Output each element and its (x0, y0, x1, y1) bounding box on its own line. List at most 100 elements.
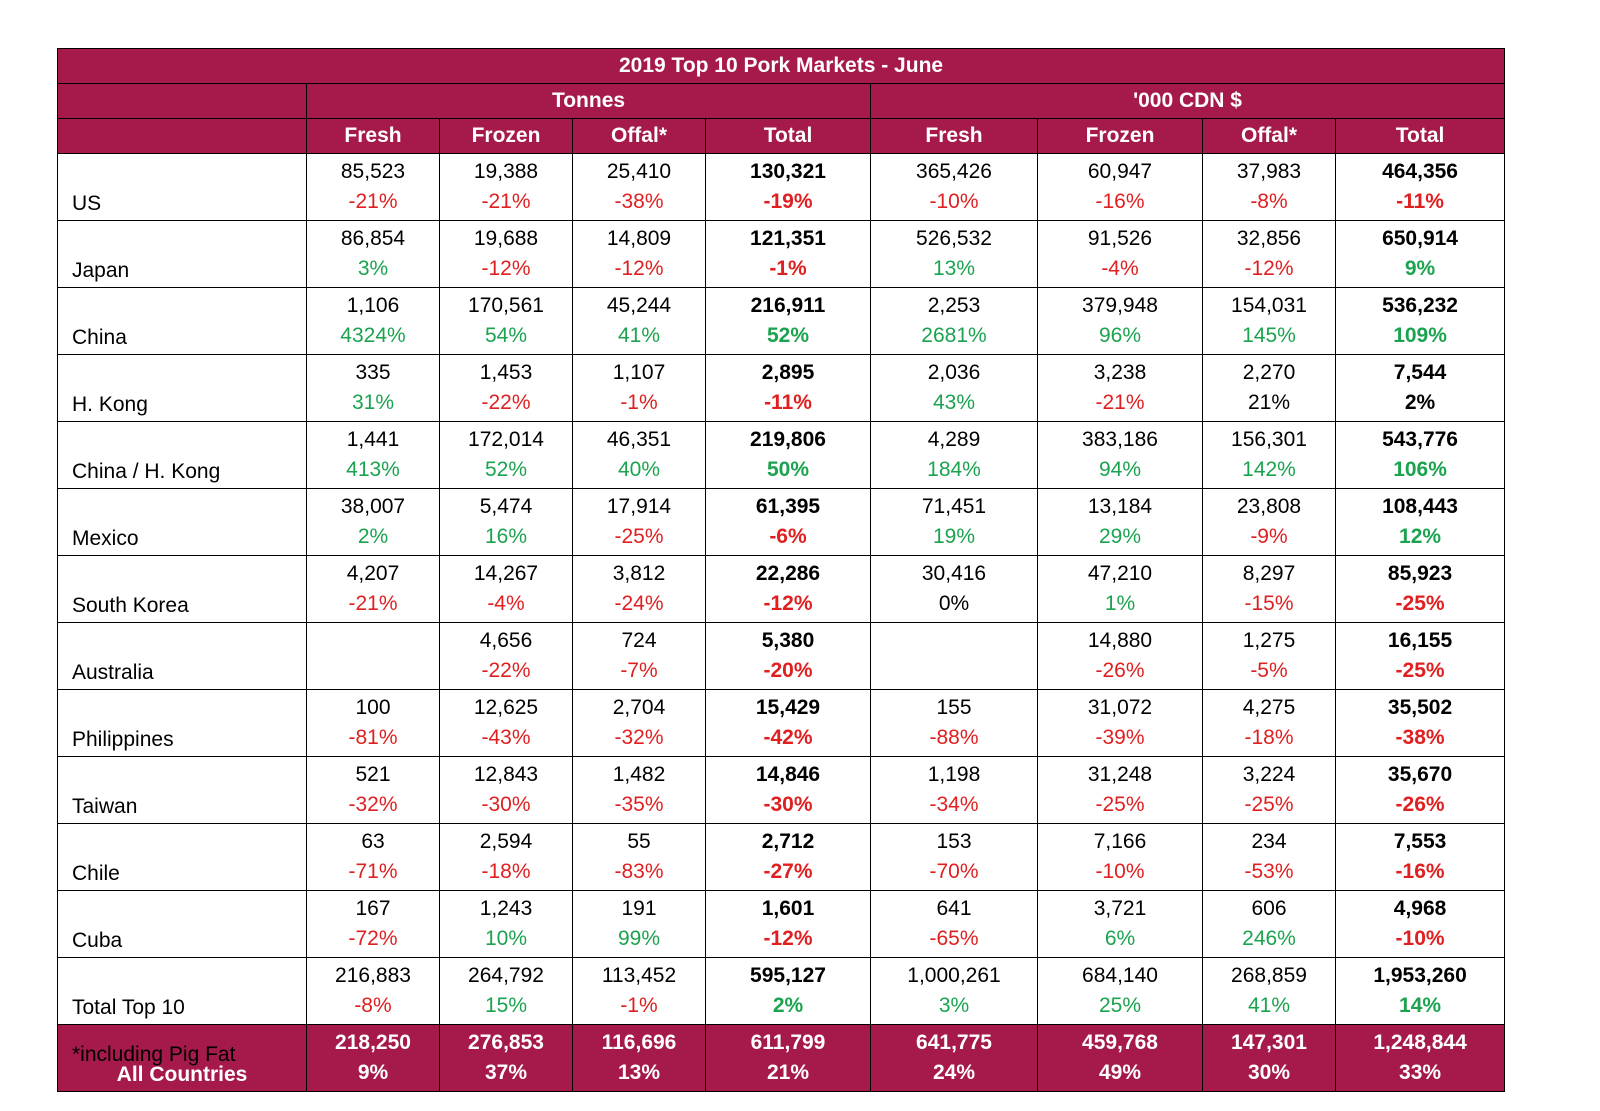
data-cell: 32,856 -12% (1202, 220, 1336, 288)
data-cell: 611,799 21% (705, 1024, 871, 1092)
country-name: All Countries (57, 1024, 307, 1092)
data-cell: 1,107 -1% (572, 354, 706, 422)
cell-percent-change: 52% (484, 458, 528, 481)
cell-percent-change: 41% (1247, 994, 1291, 1017)
data-cell: 464,356 -11% (1334, 153, 1506, 221)
data-cell: 19,688 -12% (439, 220, 573, 288)
cell-value: 116,696 (601, 1031, 677, 1054)
data-cell: 85,523 -21% (306, 153, 440, 221)
cell-value: 264,792 (468, 964, 544, 987)
cell-value: 268,859 (1231, 964, 1307, 987)
data-cell: 47,210 1% (1037, 555, 1203, 623)
cell-percent-change: 13% (932, 257, 976, 280)
cell-value: 1,482 (612, 763, 666, 786)
data-cell: 31,248 -25% (1037, 756, 1203, 824)
data-cell: 1,275 -5% (1202, 622, 1336, 690)
cell-value: 595,127 (750, 964, 826, 987)
cell-value: 12,843 (473, 763, 539, 786)
data-cell: 172,014 52% (439, 421, 573, 489)
data-cell: 1,453 -22% (439, 354, 573, 422)
cell-value: 526,532 (916, 227, 992, 250)
cell-percent-change: -42% (763, 726, 813, 749)
data-cell: 650,914 9% (1334, 220, 1506, 288)
cell-percent-change: -1% (769, 257, 807, 280)
country-name: H. Kong (57, 354, 307, 422)
data-cell: 37,983 -8% (1202, 153, 1336, 221)
cell-percent-change: -21% (1095, 391, 1145, 414)
cell-value: 365,426 (916, 160, 992, 183)
cell-value: 4,656 (479, 629, 533, 652)
cell-value: 7,166 (1093, 830, 1147, 853)
cell-value: 276,853 (468, 1031, 544, 1054)
data-cell: 167 -72% (306, 890, 440, 958)
data-cell: 153 -70% (870, 823, 1038, 891)
data-cell: 3,224 -25% (1202, 756, 1336, 824)
cell-percent-change: -1% (620, 391, 658, 414)
cell-value: 31,248 (1087, 763, 1153, 786)
cell-value: 172,014 (468, 428, 544, 451)
data-cell: 264,792 15% (439, 957, 573, 1025)
cell-percent-change: 2% (772, 994, 804, 1017)
cell-value: 1,953,260 (1373, 964, 1467, 987)
cell-percent-change: -25% (1395, 659, 1445, 682)
all-countries-row: All Countries 218,250 9% 276,853 37% 116,696 1… (57, 1024, 1506, 1092)
data-cell: 7,544 2% (1334, 354, 1506, 422)
cell-value: 14,880 (1087, 629, 1153, 652)
cell-value: 234 (1251, 830, 1287, 853)
cell-percent-change: -8% (1250, 190, 1288, 213)
cell-percent-change: 4324% (340, 324, 406, 347)
data-cell: 191 99% (572, 890, 706, 958)
cell-value: 85,923 (1387, 562, 1453, 585)
cell-value: 30,416 (921, 562, 987, 585)
cell-percent-change: -16% (1095, 190, 1145, 213)
data-cell: 7,166 -10% (1037, 823, 1203, 891)
cell-value: 3,812 (612, 562, 666, 585)
cell-percent-change: -83% (614, 860, 664, 883)
cell-value: 5,380 (761, 629, 815, 652)
cell-percent-change: -25% (1244, 793, 1294, 816)
cell-value: 650,914 (1382, 227, 1458, 250)
cell-value: 113,452 (601, 964, 677, 987)
cell-percent-change: 184% (927, 458, 981, 481)
data-cell: 536,232 109% (1334, 287, 1506, 355)
cell-percent-change: -26% (1095, 659, 1145, 682)
cell-percent-change: -15% (1244, 592, 1294, 615)
cell-value: 14,846 (755, 763, 821, 786)
cell-percent-change: 19% (932, 525, 976, 548)
cell-value: 335 (355, 361, 391, 384)
data-cell: 543,776 106% (1334, 421, 1506, 489)
cell-percent-change: 142% (1242, 458, 1296, 481)
cell-value: 1,441 (346, 428, 400, 451)
data-cell: 14,846 -30% (705, 756, 871, 824)
cell-value: 85,523 (340, 160, 406, 183)
data-cell: 724 -7% (572, 622, 706, 690)
cell-percent-change: -12% (763, 927, 813, 950)
cell-percent-change: -22% (481, 391, 531, 414)
pork-markets-table: 2019 Top 10 Pork Markets - June Tonnes '… (56, 48, 1506, 1092)
table-row: H. Kong 335 31% 1,453 -22% 1,107 -1% 2,895 -11% 2… (57, 354, 1506, 422)
data-cell: 1,441 413% (306, 421, 440, 489)
cell-value: 35,502 (1387, 696, 1453, 719)
cell-value: 1,243 (479, 897, 533, 920)
data-cell: 30,416 0% (870, 555, 1038, 623)
data-cell: 641,775 24% (870, 1024, 1038, 1092)
data-cell: 276,853 37% (439, 1024, 573, 1092)
cell-percent-change: 6% (1104, 927, 1136, 950)
cell-value: 1,248,844 (1373, 1031, 1467, 1054)
cell-percent-change: -21% (348, 190, 398, 213)
table-row: Taiwan 521 -32% 12,843 -30% 1,482 -35% 14,846 -3… (57, 756, 1506, 824)
cell-percent-change: -53% (1244, 860, 1294, 883)
cell-percent-change: 21% (766, 1061, 810, 1084)
column-header-cdn-offal: Offal* (1202, 118, 1336, 154)
cell-value: 4,968 (1393, 897, 1447, 920)
cell-value: 1,601 (761, 897, 815, 920)
cell-value: 153 (936, 830, 972, 853)
column-header-tonnes-total: Total (705, 118, 871, 154)
data-cell: 1,482 -35% (572, 756, 706, 824)
cell-percent-change: -25% (614, 525, 664, 548)
cell-value: 31,072 (1087, 696, 1153, 719)
data-cell: 17,914 -25% (572, 488, 706, 556)
cell-percent-change: -35% (614, 793, 664, 816)
cell-value: 464,356 (1382, 160, 1458, 183)
data-cell: 1,601 -12% (705, 890, 871, 958)
